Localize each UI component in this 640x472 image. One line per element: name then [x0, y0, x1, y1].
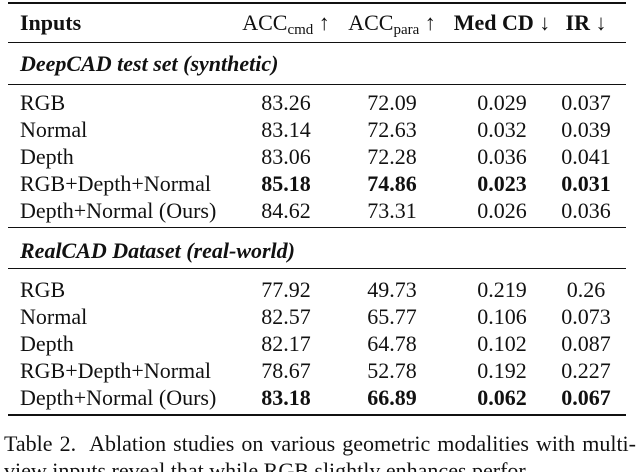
row-label: Depth: [20, 144, 74, 169]
table-cell: 72.63: [367, 117, 417, 142]
row-label: Depth+Normal (Ours): [20, 198, 217, 223]
table-cell: 0.029: [477, 90, 527, 115]
table-cell: 66.89: [367, 385, 417, 410]
header-arrow: ↓: [539, 10, 551, 35]
table-cell: 82.57: [261, 304, 311, 329]
section-rule: [8, 268, 626, 269]
table-cell: 72.09: [367, 90, 417, 115]
table-cell: 0.073: [561, 304, 611, 329]
table-cell: 0.067: [561, 385, 611, 410]
table-cell: 83.18: [261, 385, 311, 410]
table-cell: 0.106: [477, 304, 527, 329]
table-cell: 64.78: [367, 331, 417, 356]
row-label: Normal: [20, 117, 88, 142]
table-cell: 0.036: [561, 198, 611, 223]
header-arrow: ↓: [595, 10, 607, 35]
table-cell: 77.92: [261, 277, 311, 302]
header-text: Med CD: [453, 10, 534, 35]
header-text: ACC: [242, 10, 288, 35]
table-cell: 49.73: [367, 277, 417, 302]
header-subscript: cmd: [287, 22, 314, 38]
top-rule: [8, 2, 626, 4]
header-cell: Med CD ↓: [454, 10, 551, 36]
table-cell: 83.06: [261, 144, 311, 169]
header-text: IR: [565, 10, 590, 35]
table-cell: 0.026: [477, 198, 527, 223]
caption-label: Table 2.: [4, 431, 77, 456]
table-cell: 85.18: [261, 171, 311, 196]
header-rule: [8, 42, 626, 43]
table-cell: 74.86: [367, 171, 417, 196]
header-cell: ACCcmd ↑: [242, 10, 330, 43]
table-cell: 73.31: [367, 198, 417, 223]
table-cell: 0.036: [477, 144, 527, 169]
caption: Table 2. Ablation studies on various geo…: [4, 430, 636, 472]
row-label: Normal: [20, 304, 88, 329]
table-cell: 0.031: [561, 171, 611, 196]
table-cell: 83.26: [261, 90, 311, 115]
table-cell: 0.227: [561, 358, 611, 383]
header-text: ACC: [348, 10, 394, 35]
section-title: RealCAD Dataset (real-world): [20, 238, 295, 263]
header-arrow: ↑: [318, 10, 330, 35]
table-cell: 0.041: [561, 144, 611, 169]
table-cell: 84.62: [261, 198, 311, 223]
row-label: Depth: [20, 331, 74, 356]
table-cell: 83.14: [261, 117, 311, 142]
section-title: DeepCAD test set (synthetic): [20, 51, 279, 76]
bottom-rule: [8, 414, 626, 416]
section-rule: [8, 227, 626, 228]
table-cell: 0.023: [477, 171, 527, 196]
table-cell: 65.77: [367, 304, 417, 329]
table-cell: 0.037: [561, 90, 611, 115]
header-cell: IR ↓: [566, 10, 607, 36]
header-arrow: ↑: [424, 10, 436, 35]
table-cell: 0.039: [561, 117, 611, 142]
table-cell: 52.78: [367, 358, 417, 383]
header-cell: ACCpara ↑: [348, 10, 436, 43]
row-label: RGB: [20, 90, 66, 115]
row-label: RGB+Depth+Normal: [20, 358, 212, 383]
row-label: Depth+Normal (Ours): [20, 385, 217, 410]
table-cell: 72.28: [367, 144, 417, 169]
table-cell: 0.102: [477, 331, 527, 356]
row-label: RGB+Depth+Normal: [20, 171, 212, 196]
table-cell: 78.67: [261, 358, 311, 383]
table-cell: 0.26: [566, 277, 606, 302]
table-cell: 0.087: [561, 331, 611, 356]
table-cell: 82.17: [261, 331, 311, 356]
row-label: RGB: [20, 277, 66, 302]
header-text: Inputs: [20, 10, 82, 35]
table-cell: 0.032: [477, 117, 527, 142]
caption-text: Ablation studies on various geometric mo…: [4, 431, 636, 472]
section-rule: [8, 84, 626, 85]
table-cell: 0.192: [477, 358, 527, 383]
header-subscript: para: [393, 22, 420, 38]
table-cell: 0.219: [477, 277, 527, 302]
header-cell: Inputs: [20, 10, 81, 36]
table-cell: 0.062: [477, 385, 527, 410]
